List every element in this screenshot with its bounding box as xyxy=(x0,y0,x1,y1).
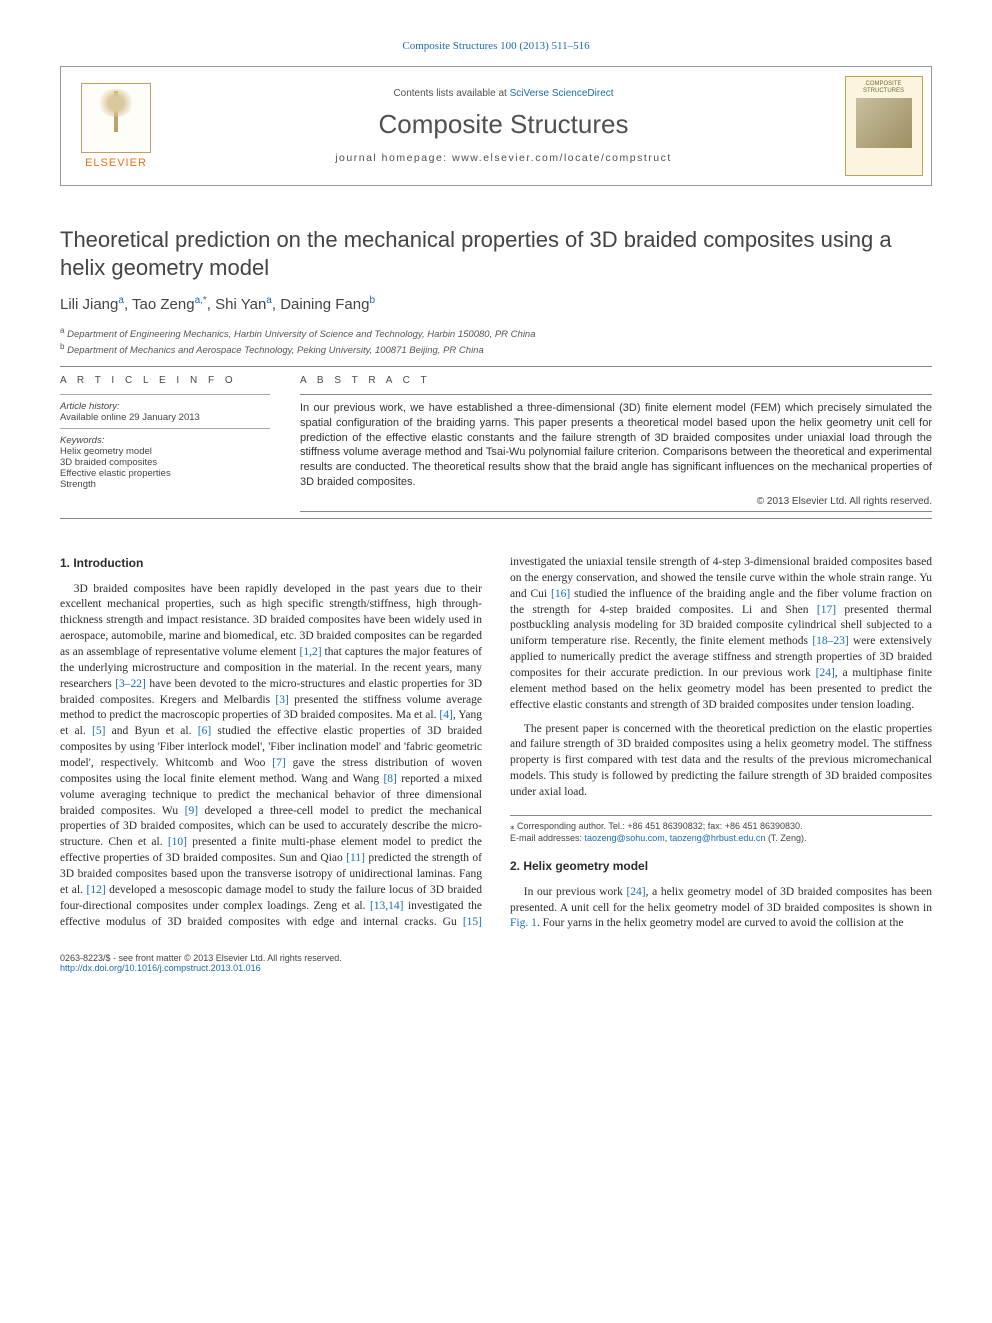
divider xyxy=(300,394,932,395)
section-heading-intro: 1. Introduction xyxy=(60,555,482,572)
contents-prefix: Contents lists available at xyxy=(393,88,509,99)
keyword: 3D braided composites xyxy=(60,457,270,468)
publisher-name: ELSEVIER xyxy=(85,157,147,169)
keywords-label: Keywords: xyxy=(60,435,270,446)
affiliation-text: Department of Engineering Mechanics, Har… xyxy=(67,329,535,340)
cover-line-1: COMPOSITE xyxy=(865,81,901,88)
section-heading-helix: 2. Helix geometry model xyxy=(510,858,932,875)
affiliation-b: b Department of Mechanics and Aerospace … xyxy=(60,341,932,357)
journal-name: Composite Structures xyxy=(379,109,629,140)
cover-art-icon xyxy=(856,98,912,148)
affiliation-a: a Department of Engineering Mechanics, H… xyxy=(60,325,932,341)
page-footer: 0263-8223/$ - see front matter © 2013 El… xyxy=(60,953,932,973)
citation-link[interactable]: [16] xyxy=(551,588,570,600)
keyword: Strength xyxy=(60,479,270,490)
figure-link[interactable]: Fig. 1 xyxy=(510,917,537,929)
article-info-heading: A R T I C L E I N F O xyxy=(60,375,270,386)
divider xyxy=(60,428,270,429)
journal-homepage[interactable]: journal homepage: www.elsevier.com/locat… xyxy=(335,152,672,164)
abstract-heading: A B S T R A C T xyxy=(300,375,932,386)
journal-reference[interactable]: Composite Structures 100 (2013) 511–516 xyxy=(60,40,932,52)
citation-link[interactable]: [1,2] xyxy=(299,646,321,658)
email-link[interactable]: taozeng@hrbust.edu.cn xyxy=(670,833,766,843)
citation-link[interactable]: [8] xyxy=(383,773,396,785)
cover-line-2: STRUCTURES xyxy=(863,88,904,95)
citation-link[interactable]: [3] xyxy=(275,694,288,706)
affiliations: a Department of Engineering Mechanics, H… xyxy=(60,325,932,358)
corresponding-author-footnote: ⁎ Corresponding author. Tel.: +86 451 86… xyxy=(510,815,932,844)
email-label: E-mail addresses: xyxy=(510,833,585,843)
info-abstract-row: A R T I C L E I N F O Article history: A… xyxy=(60,375,932,512)
body-text: and Byun et al. xyxy=(105,725,197,737)
citation-link[interactable]: [24] xyxy=(626,886,645,898)
citation-link[interactable]: [18–23] xyxy=(812,635,848,647)
keyword: Helix geometry model xyxy=(60,446,270,457)
body-paragraph: In our previous work [24], a helix geome… xyxy=(510,885,932,933)
issn-line: 0263-8223/$ - see front matter © 2013 El… xyxy=(60,953,932,963)
citation-link[interactable]: [17] xyxy=(817,604,836,616)
author-aff-marker: a,* xyxy=(195,295,207,306)
author-1: Lili Jianga xyxy=(60,296,124,313)
keyword: Effective elastic properties xyxy=(60,468,270,479)
divider xyxy=(60,366,932,367)
journal-header-box: ELSEVIER Contents lists available at Sci… xyxy=(60,66,932,186)
divider xyxy=(60,518,932,519)
citation-link[interactable]: [13,14] xyxy=(370,900,404,912)
citation-link[interactable]: [7] xyxy=(272,757,285,769)
body-paragraph: The present paper is concerned with the … xyxy=(510,722,932,801)
citation-link[interactable]: [24] xyxy=(816,667,835,679)
citation-link[interactable]: [6] xyxy=(198,725,211,737)
citation-link[interactable]: [5] xyxy=(92,725,105,737)
corr-email-line: E-mail addresses: taozeng@sohu.com, taoz… xyxy=(510,832,932,844)
author-name: Shi Yan xyxy=(215,296,266,313)
journal-cover-cell: COMPOSITE STRUCTURES xyxy=(836,67,931,185)
citation-link[interactable]: [4] xyxy=(439,709,452,721)
abstract-copyright: © 2013 Elsevier Ltd. All rights reserved… xyxy=(300,496,932,507)
author-4: Daining Fangb xyxy=(280,296,375,313)
history-line: Available online 29 January 2013 xyxy=(60,412,270,423)
abstract-text: In our previous work, we have establishe… xyxy=(300,401,932,490)
author-3: Shi Yana xyxy=(215,296,272,313)
affiliation-text: Department of Mechanics and Aerospace Te… xyxy=(67,346,484,357)
citation-link[interactable]: [15] xyxy=(463,916,482,928)
publisher-logo-cell: ELSEVIER xyxy=(61,67,171,185)
author-aff-marker: b xyxy=(369,295,375,306)
author-list: Lili Jianga, Tao Zenga,*, Shi Yana, Dain… xyxy=(60,295,932,313)
article-title: Theoretical prediction on the mechanical… xyxy=(60,226,932,281)
sciencedirect-link[interactable]: SciVerse ScienceDirect xyxy=(510,88,614,99)
article-body: 1. Introduction 3D braided composites ha… xyxy=(60,555,932,935)
citation-link[interactable]: [9] xyxy=(185,805,198,817)
history-label: Article history: xyxy=(60,401,270,412)
body-text: In our previous work xyxy=(524,886,627,898)
email-link[interactable]: taozeng@sohu.com xyxy=(585,833,665,843)
corr-author-line: ⁎ Corresponding author. Tel.: +86 451 86… xyxy=(510,820,932,832)
email-suffix: (T. Zeng). xyxy=(765,833,806,843)
body-text: . Four yarns in the helix geometry model… xyxy=(537,917,904,929)
abstract-column: A B S T R A C T In our previous work, we… xyxy=(300,375,932,512)
divider xyxy=(300,511,932,512)
author-2: Tao Zenga,* xyxy=(132,296,207,313)
citation-link[interactable]: [12] xyxy=(86,884,105,896)
author-name: Lili Jiang xyxy=(60,296,118,313)
citation-link[interactable]: [11] xyxy=(346,852,365,864)
contents-list-line: Contents lists available at SciVerse Sci… xyxy=(393,88,613,99)
citation-link[interactable]: [3–22] xyxy=(115,678,146,690)
author-name: Tao Zeng xyxy=(132,296,195,313)
journal-cover-thumb: COMPOSITE STRUCTURES xyxy=(845,76,923,176)
header-center: Contents lists available at SciVerse Sci… xyxy=(171,67,836,185)
divider xyxy=(60,394,270,395)
elsevier-tree-icon xyxy=(81,83,151,153)
article-info-column: A R T I C L E I N F O Article history: A… xyxy=(60,375,270,512)
author-name: Daining Fang xyxy=(280,296,369,313)
citation-link[interactable]: [10] xyxy=(168,836,187,848)
doi-link[interactable]: http://dx.doi.org/10.1016/j.compstruct.2… xyxy=(60,963,261,973)
body-text: et al. xyxy=(60,884,86,896)
